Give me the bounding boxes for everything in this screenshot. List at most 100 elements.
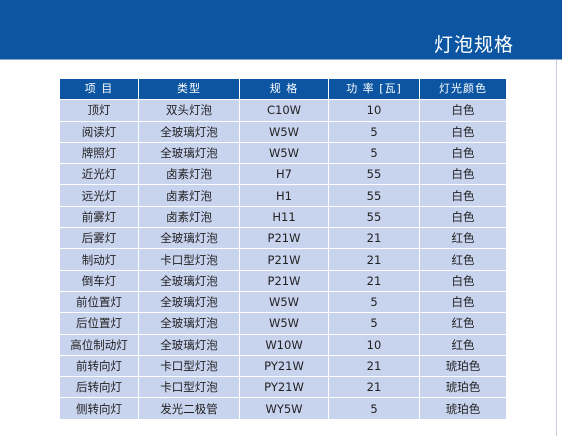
column-header-power: 功 率 [瓦] [329,79,419,100]
cell-light-color: 白色 [420,142,506,164]
cell-item: 高位制动灯 [60,334,138,355]
cell-spec: W10W [240,334,328,355]
table-row: 制动灯 卡口型灯泡 P21W 21 红色 [60,249,506,270]
cell-spec: WY5W [240,398,328,419]
table-row: 顶灯 双头灯泡 C10W 10 白色 [60,100,506,121]
cell-item: 倒车灯 [60,270,138,291]
cell-spec: W5W [240,142,328,164]
cell-item: 阅读灯 [60,121,138,142]
cell-spec: P21W [240,270,328,291]
cell-spec: H11 [240,206,328,228]
cell-type: 全玻璃灯泡 [139,291,239,313]
table-row: 近光灯 卤素灯泡 H7 55 白色 [60,164,506,185]
cell-item: 近光灯 [60,164,138,185]
right-edge-rule [556,60,557,436]
cell-light-color: 白色 [420,206,506,228]
cell-item: 牌照灯 [60,142,138,164]
cell-spec: PY21W [240,377,328,398]
cell-light-color: 红色 [420,334,506,355]
column-header-spec: 规 格 [240,79,328,100]
cell-type: 全玻璃灯泡 [139,270,239,291]
cell-type: 全玻璃灯泡 [139,142,239,164]
table-row: 阅读灯 全玻璃灯泡 W5W 5 白色 [60,121,506,142]
table-row: 后雾灯 全玻璃灯泡 P21W 21 红色 [60,228,506,249]
cell-light-color: 红色 [420,313,506,334]
cell-type: 卤素灯泡 [139,164,239,185]
cell-light-color: 白色 [420,185,506,206]
cell-light-color: 白色 [420,291,506,313]
cell-item: 后雾灯 [60,228,138,249]
cell-power: 5 [329,142,419,164]
cell-power: 21 [329,377,419,398]
cell-item: 侧转向灯 [60,398,138,419]
cell-spec: W5W [240,121,328,142]
cell-type: 全玻璃灯泡 [139,228,239,249]
table-row: 前转向灯 卡口型灯泡 PY21W 21 琥珀色 [60,355,506,377]
cell-type: 发光二极管 [139,398,239,419]
cell-power: 21 [329,228,419,249]
cell-spec: P21W [240,228,328,249]
cell-type: 卡口型灯泡 [139,249,239,270]
cell-power: 10 [329,334,419,355]
cell-power: 5 [329,121,419,142]
table-row: 后位置灯 全玻璃灯泡 W5W 5 红色 [60,313,506,334]
cell-item: 远光灯 [60,185,138,206]
cell-power: 55 [329,206,419,228]
page-title: 灯泡规格 [433,34,514,56]
cell-power: 55 [329,185,419,206]
table-body: 顶灯 双头灯泡 C10W 10 白色 阅读灯 全玻璃灯泡 W5W 5 白色 牌照灯 全玻璃灯泡 W5W 5… [60,100,506,419]
cell-spec: PY21W [240,355,328,377]
cell-type: 卤素灯泡 [139,206,239,228]
cell-type: 双头灯泡 [139,100,239,121]
cell-item: 后位置灯 [60,313,138,334]
column-header-type: 类型 [139,79,239,100]
cell-light-color: 白色 [420,121,506,142]
cell-item: 后转向灯 [60,377,138,398]
cell-power: 5 [329,398,419,419]
cell-power: 21 [329,270,419,291]
bulb-spec-table: 项 目 类型 规 格 功 率 [瓦] 灯光颜色 顶灯 双头灯泡 C10W 10 白色 阅读… [59,78,507,420]
cell-type: 卡口型灯泡 [139,377,239,398]
cell-item: 前位置灯 [60,291,138,313]
table-row: 前位置灯 全玻璃灯泡 W5W 5 白色 [60,291,506,313]
cell-power: 5 [329,313,419,334]
cell-item: 制动灯 [60,249,138,270]
table-header-row: 项 目 类型 规 格 功 率 [瓦] 灯光颜色 [60,79,506,100]
cell-light-color: 白色 [420,164,506,185]
column-header-color: 灯光颜色 [420,79,506,100]
table-row: 牌照灯 全玻璃灯泡 W5W 5 白色 [60,142,506,164]
cell-power: 55 [329,164,419,185]
cell-spec: W5W [240,291,328,313]
cell-light-color: 红色 [420,249,506,270]
cell-spec: H7 [240,164,328,185]
table-row: 远光灯 卤素灯泡 H1 55 白色 [60,185,506,206]
table-row: 侧转向灯 发光二极管 WY5W 5 琥珀色 [60,398,506,419]
cell-light-color: 白色 [420,270,506,291]
cell-light-color: 琥珀色 [420,377,506,398]
cell-power: 5 [329,291,419,313]
cell-power: 21 [329,355,419,377]
cell-item: 顶灯 [60,100,138,121]
cell-light-color: 琥珀色 [420,398,506,419]
cell-spec: C10W [240,100,328,121]
page-header-bar: 灯泡规格 [0,0,562,60]
cell-type: 卡口型灯泡 [139,355,239,377]
table-row: 高位制动灯 全玻璃灯泡 W10W 10 红色 [60,334,506,355]
cell-light-color: 红色 [420,228,506,249]
cell-spec: W5W [240,313,328,334]
cell-item: 前转向灯 [60,355,138,377]
table-row: 后转向灯 卡口型灯泡 PY21W 21 琥珀色 [60,377,506,398]
table-row: 前雾灯 卤素灯泡 H11 55 白色 [60,206,506,228]
cell-power: 10 [329,100,419,121]
column-header-item: 项 目 [60,79,138,100]
cell-light-color: 白色 [420,100,506,121]
cell-item: 前雾灯 [60,206,138,228]
cell-type: 全玻璃灯泡 [139,313,239,334]
cell-light-color: 琥珀色 [420,355,506,377]
cell-spec: H1 [240,185,328,206]
cell-type: 卤素灯泡 [139,185,239,206]
table-row: 倒车灯 全玻璃灯泡 P21W 21 白色 [60,270,506,291]
cell-power: 21 [329,249,419,270]
cell-spec: P21W [240,249,328,270]
